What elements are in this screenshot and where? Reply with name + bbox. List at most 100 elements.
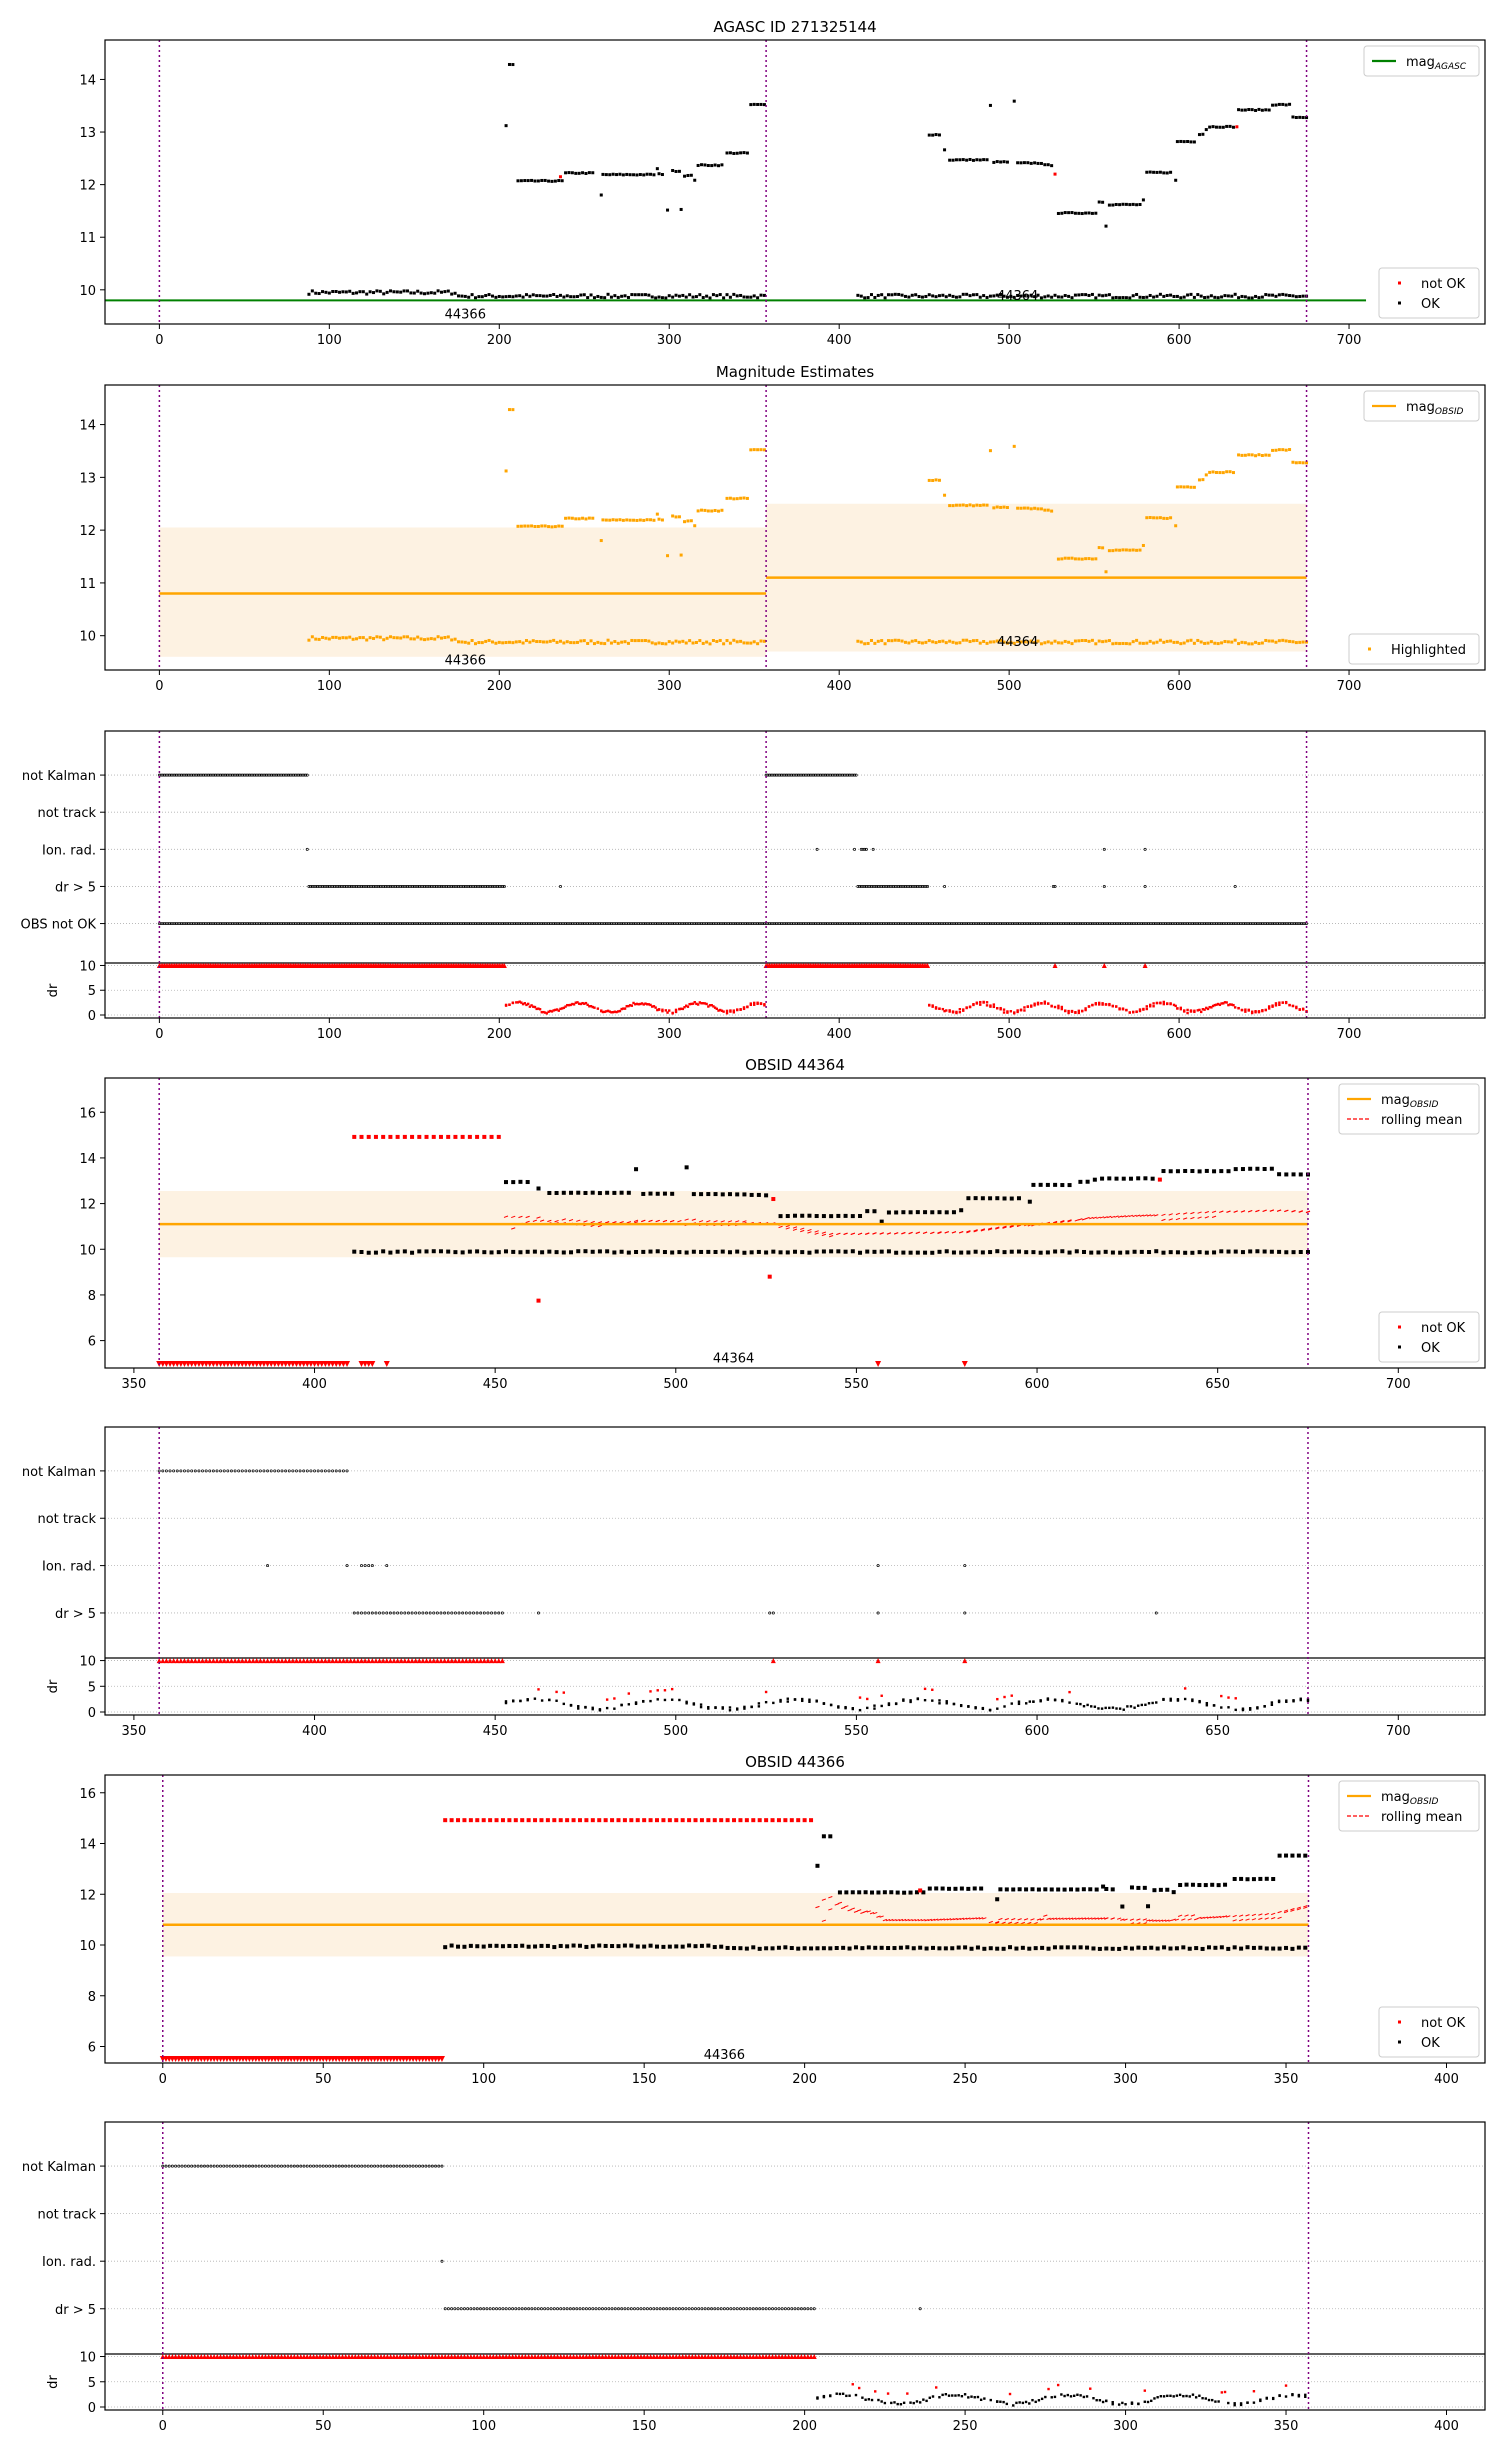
flag-marker (222, 773, 226, 777)
flag-marker (341, 2164, 344, 2168)
flag-marker (491, 884, 494, 888)
data-point-ok (1136, 1176, 1141, 1181)
data-point (649, 172, 653, 176)
data-point (995, 639, 999, 643)
flag-marker (1079, 922, 1082, 926)
dr-capped-marker (319, 1658, 325, 1664)
flag-marker (938, 922, 941, 926)
flag-marker (169, 922, 173, 926)
dr-point (1241, 1708, 1245, 1712)
flag-marker (295, 773, 299, 777)
rolling-mean-segment (1046, 1917, 1051, 1920)
data-point (1145, 295, 1149, 299)
flag-marker (1017, 922, 1021, 926)
dr-capped-marker (474, 2354, 480, 2360)
flag-marker (458, 884, 462, 888)
data-point-ok (1168, 1946, 1173, 1951)
flag-marker (501, 922, 505, 926)
data-point (1155, 294, 1159, 298)
flag-marker (496, 884, 500, 888)
data-point (557, 179, 561, 183)
data-point (365, 638, 369, 642)
data-point-not-ok (443, 1818, 448, 1823)
data-point-ok (951, 1210, 956, 1215)
flag-marker (591, 2307, 595, 2311)
data-point (613, 294, 617, 298)
flag-marker (174, 2164, 178, 2168)
dr-point (973, 2396, 976, 2399)
data-point-ok (388, 1250, 393, 1255)
data-point-ok (1117, 1946, 1122, 1951)
dr-point (1284, 1000, 1288, 1004)
dr-capped-marker (532, 2354, 538, 2360)
dr-point (1234, 1697, 1237, 1700)
flag-marker (550, 922, 554, 926)
dr-point (521, 1002, 525, 1006)
data-point (632, 518, 636, 522)
data-point-ok (764, 1193, 769, 1198)
flag-marker (164, 2164, 168, 2168)
data-point-not-ok (424, 1134, 429, 1139)
flag-marker (786, 773, 790, 777)
data-point-ok (847, 1946, 852, 1951)
data-point (1005, 160, 1009, 164)
data-point-ok (1074, 1249, 1079, 1254)
data-point (1111, 296, 1115, 300)
flag-marker (358, 922, 362, 926)
dr-tick-label: 0 (88, 2401, 96, 2416)
data-point (406, 289, 410, 293)
flag-marker (880, 884, 884, 888)
flag-marker (613, 922, 617, 926)
rolling-mean-segment (1298, 1210, 1303, 1213)
dr-capped-marker (397, 2354, 403, 2360)
dr-point (1301, 1007, 1305, 1010)
dr-point (1082, 2395, 1086, 2399)
data-point (623, 294, 627, 298)
data-point (1033, 295, 1037, 299)
rolling-mean-segment (1014, 1921, 1019, 1925)
flag-marker (620, 2307, 624, 2311)
dr-capped-marker (657, 2354, 663, 2360)
dr-point (1198, 2394, 1201, 2397)
flag-marker (466, 2307, 470, 2311)
flag-marker (836, 922, 839, 926)
dr-point (873, 1704, 876, 1707)
data-point (1257, 296, 1261, 300)
y-tick-label: 10 (79, 284, 96, 299)
dr-point (603, 1010, 606, 1014)
data-point (1158, 170, 1162, 174)
flag-marker (205, 922, 209, 926)
dr-capped-marker (413, 1658, 419, 1664)
flag-marker (1053, 884, 1057, 888)
data-point-not-ok (667, 1818, 672, 1823)
data-point-ok (778, 1214, 783, 1219)
data-point (1298, 640, 1302, 644)
data-point-ok (1020, 1945, 1025, 1950)
flag-marker (215, 1469, 219, 1473)
data-point (873, 641, 877, 645)
rolling-mean-segment (980, 1229, 986, 1232)
flag-marker (929, 922, 933, 926)
data-point (1073, 639, 1077, 643)
rolling-mean-segment (1009, 1224, 1014, 1228)
dr-capped-marker (410, 2354, 416, 2360)
data-point-ok (951, 1250, 956, 1255)
flag-marker (164, 922, 168, 926)
data-point (1131, 640, 1135, 644)
flag-marker (812, 773, 816, 777)
data-point-not-ok (482, 1134, 487, 1139)
rolling-mean-segment (1245, 1914, 1250, 1917)
flag-marker (897, 884, 901, 888)
flag-marker (932, 922, 936, 926)
data-point-ok (1207, 1945, 1211, 1950)
x-tick-label: 500 (997, 333, 1022, 348)
flag-marker (1240, 922, 1244, 926)
data-point (995, 293, 999, 297)
dr-point (519, 1699, 522, 1703)
flag-marker (369, 2164, 373, 2168)
flag-marker (864, 922, 868, 926)
dr-point (712, 1005, 715, 1008)
data-point-not-ok (488, 1818, 493, 1823)
dr-point (708, 1004, 712, 1007)
data-point (643, 293, 647, 297)
